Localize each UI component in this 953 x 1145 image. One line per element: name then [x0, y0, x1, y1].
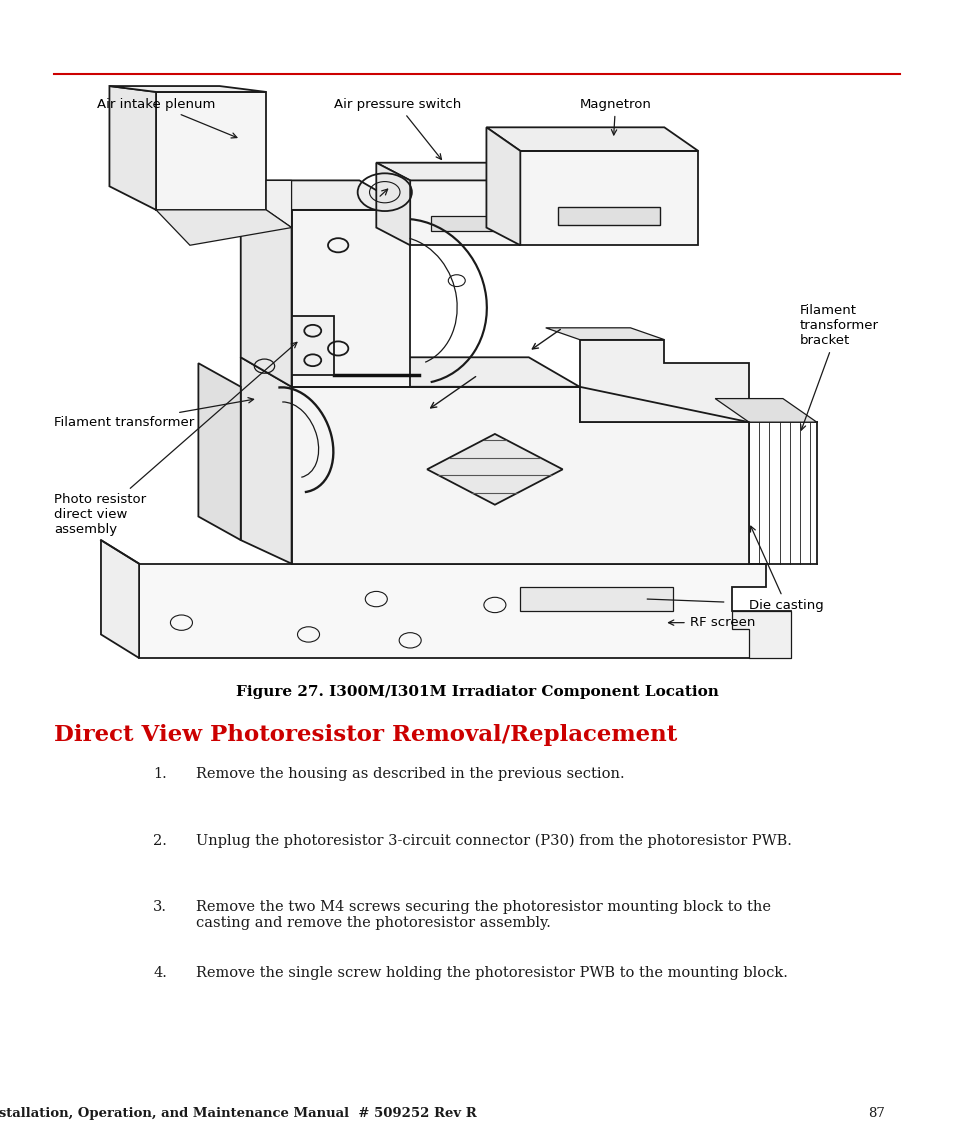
Text: Die casting: Die casting: [748, 527, 823, 613]
Text: Remove the two M4 screws securing the photoresistor mounting block to the
castin: Remove the two M4 screws securing the ph…: [195, 900, 770, 930]
Text: Air pressure switch: Air pressure switch: [334, 97, 460, 159]
Text: 3.: 3.: [152, 900, 167, 914]
Polygon shape: [715, 398, 816, 423]
Text: Direct View Photoresistor Removal/Replacement: Direct View Photoresistor Removal/Replac…: [54, 724, 677, 745]
Text: Filament
transformer
bracket: Filament transformer bracket: [799, 305, 878, 431]
Text: Remove the single screw holding the photoresistor PWB to the mounting block.: Remove the single screw holding the phot…: [195, 966, 786, 980]
Polygon shape: [431, 215, 498, 230]
Polygon shape: [375, 163, 410, 245]
Text: 87: 87: [867, 1107, 884, 1120]
Polygon shape: [266, 181, 292, 228]
Text: RF screen: RF screen: [668, 616, 755, 629]
Text: Remove the housing as described in the previous section.: Remove the housing as described in the p…: [195, 767, 623, 781]
Text: Installation, Operation, and Maintenance Manual  # 509252 Rev R: Installation, Operation, and Maintenance…: [0, 1107, 476, 1120]
Polygon shape: [292, 316, 334, 374]
Polygon shape: [101, 540, 139, 658]
Text: Figure 27. I300M/I301M Irradiator Component Location: Figure 27. I300M/I301M Irradiator Compon…: [235, 685, 718, 698]
Text: 1.: 1.: [153, 767, 167, 781]
Polygon shape: [139, 563, 791, 658]
Text: Filament transformer: Filament transformer: [54, 397, 253, 428]
Text: 4.: 4.: [152, 966, 167, 980]
Polygon shape: [410, 181, 519, 245]
Text: 2.: 2.: [152, 834, 167, 847]
Polygon shape: [110, 86, 156, 210]
Polygon shape: [375, 163, 519, 181]
Polygon shape: [427, 434, 562, 505]
Polygon shape: [240, 181, 292, 387]
Text: Magnetron: Magnetron: [579, 97, 651, 135]
Polygon shape: [519, 151, 698, 245]
Polygon shape: [486, 127, 698, 151]
Text: Unplug the photoresistor 3-circuit connector (P30) from the photoresistor PWB.: Unplug the photoresistor 3-circuit conne…: [195, 834, 791, 848]
Polygon shape: [519, 587, 672, 611]
Polygon shape: [292, 387, 748, 563]
Polygon shape: [240, 181, 410, 210]
Polygon shape: [558, 207, 659, 224]
Text: Air intake plenum: Air intake plenum: [96, 97, 236, 137]
Polygon shape: [198, 363, 240, 540]
Polygon shape: [731, 611, 791, 658]
Polygon shape: [486, 127, 519, 245]
Polygon shape: [292, 210, 410, 387]
Polygon shape: [110, 86, 266, 92]
Polygon shape: [545, 327, 663, 340]
Polygon shape: [579, 340, 748, 423]
Polygon shape: [156, 92, 266, 210]
Polygon shape: [240, 357, 292, 563]
Text: Photo resistor
direct view
assembly: Photo resistor direct view assembly: [54, 342, 296, 536]
Polygon shape: [156, 210, 292, 245]
Polygon shape: [240, 357, 579, 387]
